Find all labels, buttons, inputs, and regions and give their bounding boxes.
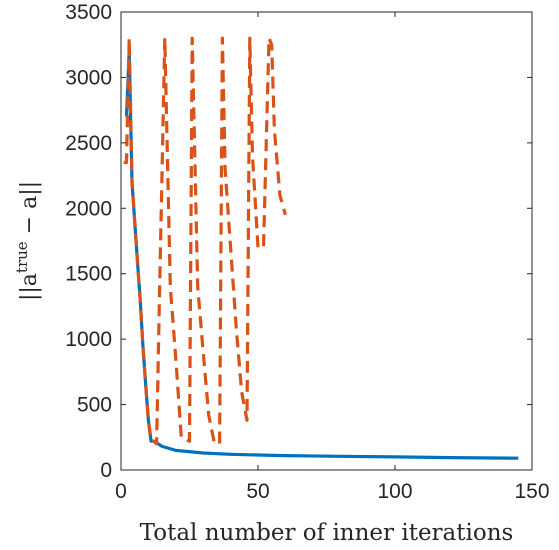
y-axis-label-superscript: true	[13, 241, 31, 273]
y-axis-ticks: 0 500 1000 1500 2000 2500 3000 3500	[65, 1, 532, 482]
y-tick-label: 500	[77, 394, 112, 417]
y-tick-label: 2000	[65, 197, 112, 220]
plot-area-frame	[120, 11, 533, 471]
x-axis-ticks: 0 50 100 150	[115, 12, 550, 503]
y-tick-label: 1500	[65, 263, 112, 286]
x-tick-label: 100	[377, 480, 412, 503]
series-lines	[123, 36, 519, 460]
y-axis-label-prefix: ||a	[17, 273, 42, 301]
y-axis-label: ||atrue − a||	[13, 181, 42, 301]
y-tick-label: 0	[100, 459, 112, 482]
y-tick-label: 2500	[65, 132, 112, 155]
x-tick-label: 0	[115, 480, 127, 503]
y-tick-label: 3000	[65, 66, 112, 89]
y-tick-label: 3500	[65, 1, 112, 24]
x-tick-label: 150	[514, 480, 549, 503]
x-axis-label: Total number of inner iterations	[140, 520, 514, 546]
y-tick-label: 1000	[65, 328, 112, 351]
series-line-solid	[124, 49, 519, 460]
y-axis-label-suffix: − a||	[17, 181, 42, 241]
x-tick-label: 50	[246, 480, 269, 503]
series-line-dashed	[123, 36, 287, 446]
